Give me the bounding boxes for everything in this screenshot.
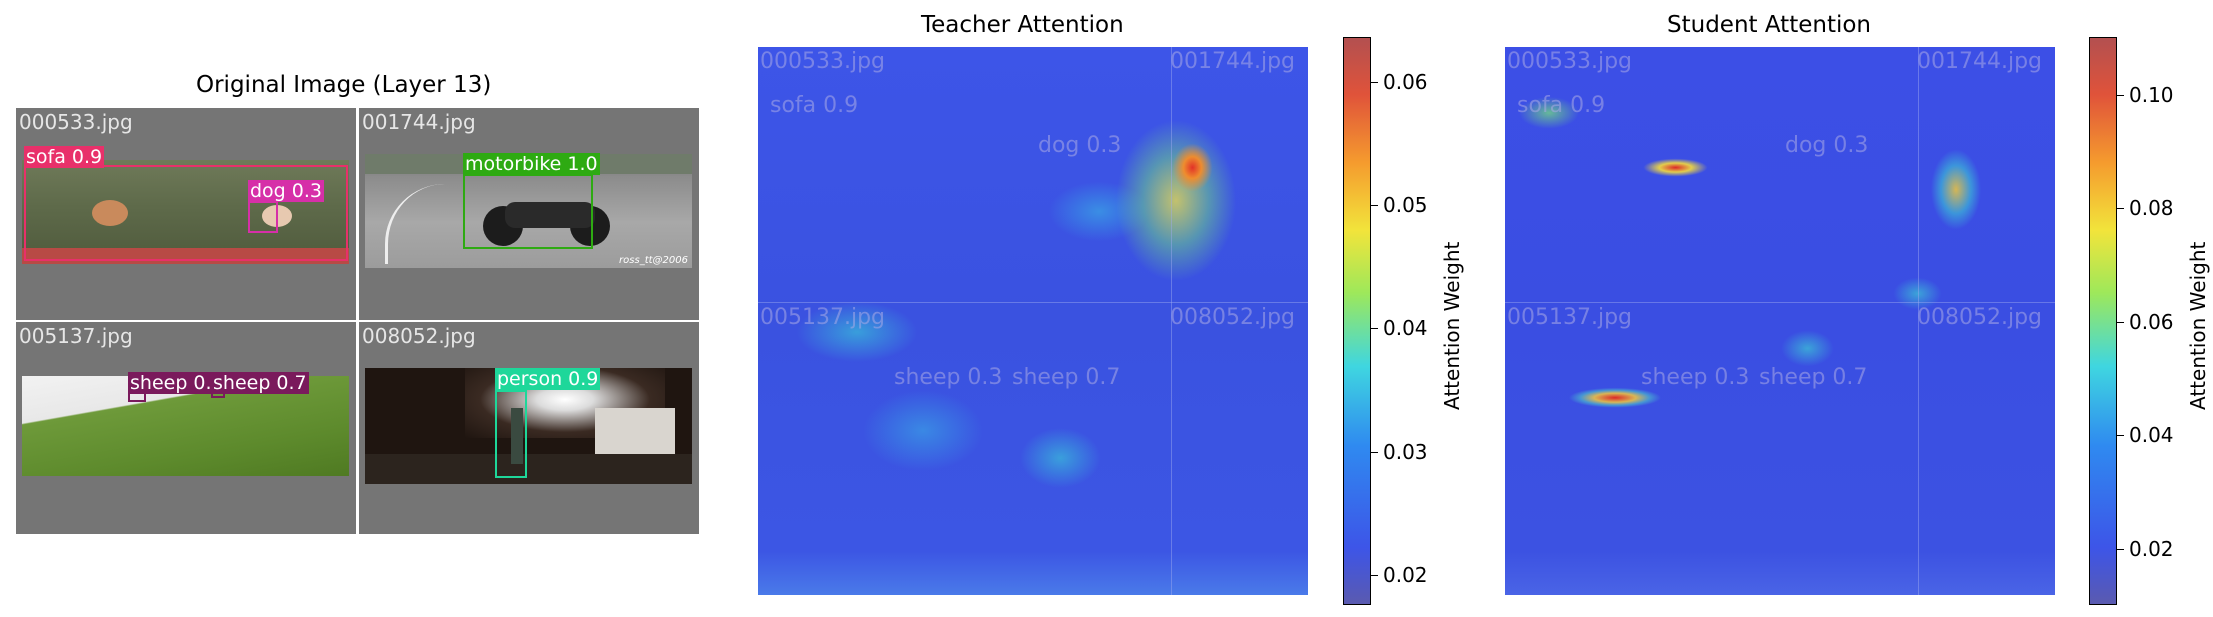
teacher-tick: 0.04 <box>1383 316 1428 340</box>
teacher-ghost-sheep-1: sheep 0.3 <box>894 365 1003 390</box>
sofa-photo <box>22 160 349 264</box>
student-tick: 0.10 <box>2129 83 2174 107</box>
teacher-tick: 0.06 <box>1383 70 1428 94</box>
teacher-tick: 0.03 <box>1383 440 1428 464</box>
teacher-ghost-dog: dog 0.3 <box>1038 133 1122 158</box>
tile-filename: 000533.jpg <box>19 110 133 134</box>
tile-filename: 005137.jpg <box>19 324 133 348</box>
image-tile-008052: 008052.jpg person 0.9 <box>359 322 699 534</box>
student-panel-title: Student Attention <box>1667 12 1872 38</box>
image-grid: 000533.jpg sofa 0.9 dog 0.3 001744.jpg r… <box>16 108 699 534</box>
student-ghost-filename-1: 000533.jpg <box>1507 49 1633 74</box>
student-colorbar <box>2089 37 2117 605</box>
teacher-ghost-filename-4: 008052.jpg <box>1170 305 1296 330</box>
tile-filename: 008052.jpg <box>362 324 476 348</box>
student-colorbar-label: Attention Weight <box>2186 241 2210 410</box>
student-heatmap: 000533.jpg 001744.jpg 005137.jpg 008052.… <box>1505 47 2055 595</box>
dog-label: dog 0.3 <box>248 180 325 202</box>
student-tick: 0.06 <box>2129 310 2174 334</box>
sofa-box <box>24 165 348 261</box>
teacher-ghost-filename-1: 000533.jpg <box>760 49 886 74</box>
teacher-heatmap: 000533.jpg 001744.jpg 005137.jpg 008052.… <box>758 47 1308 595</box>
person-label: person 0.9 <box>495 368 601 390</box>
student-ghost-filename-3: 005137.jpg <box>1507 305 1633 330</box>
person-box <box>495 390 527 478</box>
teacher-tick: 0.02 <box>1383 563 1428 587</box>
student-ghost-sheep-1: sheep 0.3 <box>1641 365 1750 390</box>
teacher-ghost-sofa: sofa 0.9 <box>770 93 859 118</box>
student-ghost-filename-4: 008052.jpg <box>1917 305 2043 330</box>
photo-watermark: ross_tt@2006 <box>619 255 688 266</box>
teacher-ghost-filename-2: 001744.jpg <box>1170 49 1296 74</box>
person-photo <box>365 368 692 484</box>
student-tick: 0.08 <box>2129 196 2174 220</box>
student-ghost-filename-2: 001744.jpg <box>1917 49 2043 74</box>
teacher-colorbar-label: Attention Weight <box>1440 241 1464 410</box>
image-tile-005137: 005137.jpg sheep 0.3 sheep 0.7 <box>16 322 356 534</box>
teacher-colorbar <box>1343 37 1371 605</box>
image-tile-000533: 000533.jpg sofa 0.9 dog 0.3 <box>16 108 356 320</box>
teacher-ghost-filename-3: 005137.jpg <box>760 305 886 330</box>
student-tick: 0.02 <box>2129 537 2174 561</box>
tile-filename: 001744.jpg <box>362 110 476 134</box>
sofa-label: sofa 0.9 <box>24 146 105 168</box>
teacher-panel-title: Teacher Attention <box>921 12 1124 38</box>
teacher-ghost-sheep-2: sheep 0.7 <box>1012 365 1121 390</box>
sheep-label-1: sheep 0.3 <box>128 372 226 394</box>
image-tile-001744: 001744.jpg ross_tt@2006 motorbike 1.0 <box>359 108 699 320</box>
student-ghost-sheep-2: sheep 0.7 <box>1759 365 1868 390</box>
left-panel-title: Original Image (Layer 13) <box>196 72 492 98</box>
student-tick: 0.04 <box>2129 423 2174 447</box>
student-ghost-dog: dog 0.3 <box>1785 133 1869 158</box>
sheep-label-2: sheep 0.7 <box>211 372 309 394</box>
motorbike-label: motorbike 1.0 <box>463 153 600 175</box>
student-ghost-sofa: sofa 0.9 <box>1517 93 1606 118</box>
dog-box <box>248 201 278 233</box>
motorbike-box <box>463 174 593 249</box>
teacher-tick: 0.05 <box>1383 193 1428 217</box>
